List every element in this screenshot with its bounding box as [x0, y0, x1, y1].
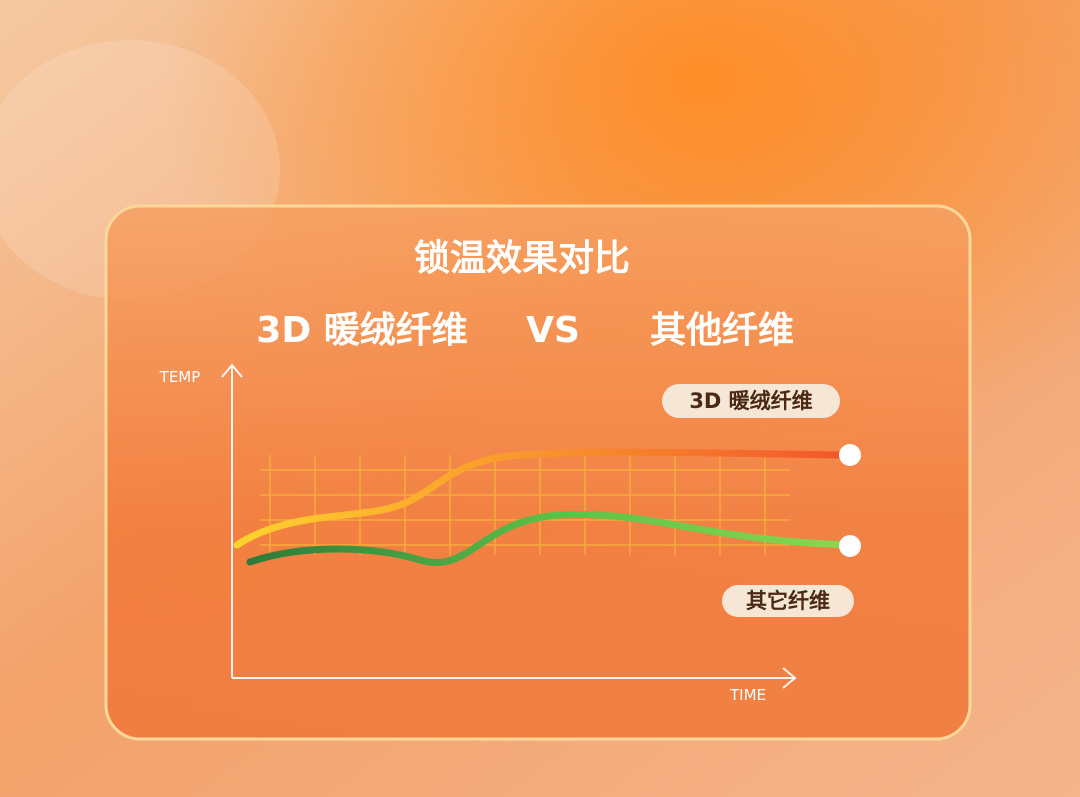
subtitle-left: 3D 暖绒纤维: [256, 310, 467, 351]
series-label: 3D 暖绒纤维: [689, 389, 812, 413]
curve-other-fiber: [246, 510, 854, 566]
subtitle-vs: VS: [526, 310, 580, 351]
series-label: 其它纤维: [746, 589, 830, 613]
y-axis-label: TEMP: [159, 368, 201, 386]
x-axis-label: TIME: [729, 686, 766, 704]
grid: [260, 455, 790, 555]
curve-3d-fiber: [233, 448, 854, 549]
panel: [104, 204, 972, 741]
label-pill: [662, 384, 840, 418]
end-dot: [839, 535, 861, 557]
title: 锁温效果对比: [414, 238, 630, 279]
end-dot: [839, 444, 861, 466]
axes: [221, 363, 797, 689]
subtitle-right: 其他纤维: [650, 310, 794, 351]
label-pill: [722, 585, 854, 617]
